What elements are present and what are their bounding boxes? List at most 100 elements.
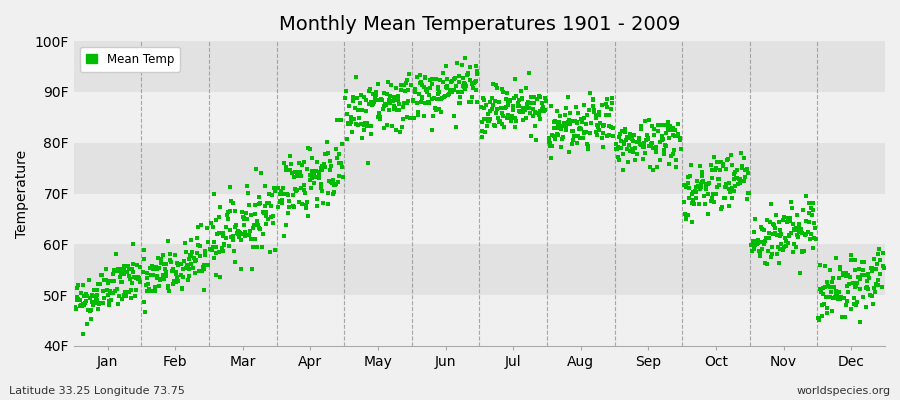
- Point: [629, 139, 643, 145]
- Point: [861, 275, 876, 282]
- Point: [552, 120, 566, 126]
- Point: [391, 93, 405, 100]
- Point: [461, 71, 475, 77]
- Point: [748, 216, 762, 222]
- Point: [659, 130, 673, 136]
- Point: [80, 293, 94, 299]
- Point: [137, 256, 151, 262]
- Point: [417, 112, 431, 119]
- Point: [470, 68, 484, 74]
- Point: [116, 267, 130, 273]
- Point: [446, 76, 461, 82]
- Point: [501, 112, 516, 118]
- Point: [849, 282, 863, 289]
- Point: [104, 290, 118, 297]
- Point: [234, 231, 248, 238]
- Point: [368, 94, 382, 100]
- Point: [491, 119, 506, 126]
- Point: [850, 274, 865, 280]
- Point: [438, 62, 453, 69]
- Point: [764, 244, 778, 250]
- Point: [444, 87, 458, 94]
- Point: [758, 238, 772, 244]
- Point: [666, 125, 680, 131]
- Point: [299, 204, 313, 211]
- Point: [331, 178, 346, 185]
- Point: [561, 94, 575, 100]
- Point: [428, 107, 443, 113]
- Point: [559, 105, 573, 112]
- Point: [602, 122, 616, 129]
- Point: [868, 288, 882, 295]
- Point: [648, 149, 662, 156]
- Point: [728, 182, 742, 189]
- Point: [814, 289, 828, 295]
- Point: [580, 142, 595, 149]
- Point: [375, 97, 390, 103]
- Point: [351, 106, 365, 113]
- Point: [109, 251, 123, 258]
- Point: [140, 282, 154, 288]
- Point: [481, 116, 495, 122]
- Point: [474, 104, 489, 111]
- Point: [736, 178, 751, 184]
- Point: [121, 262, 135, 269]
- Point: [305, 154, 320, 161]
- Point: [110, 286, 124, 292]
- Point: [323, 158, 338, 164]
- Point: [101, 280, 115, 286]
- Point: [755, 239, 770, 245]
- Point: [386, 98, 400, 104]
- Point: [750, 240, 764, 247]
- Point: [760, 217, 774, 223]
- Point: [835, 313, 850, 320]
- Point: [184, 261, 198, 268]
- Point: [70, 296, 85, 303]
- Point: [747, 246, 761, 252]
- Point: [392, 100, 406, 107]
- Point: [643, 164, 657, 170]
- Point: [240, 215, 255, 222]
- Point: [734, 178, 748, 184]
- Point: [820, 310, 834, 316]
- Point: [122, 273, 136, 279]
- Point: [418, 87, 433, 93]
- Point: [630, 151, 644, 157]
- Point: [412, 90, 427, 97]
- Point: [717, 195, 732, 201]
- Point: [542, 139, 556, 146]
- Point: [590, 122, 604, 128]
- Point: [831, 296, 845, 302]
- Point: [645, 167, 660, 174]
- Point: [600, 96, 615, 103]
- Point: [818, 263, 832, 270]
- Point: [228, 208, 242, 214]
- Point: [786, 205, 800, 211]
- Point: [698, 200, 712, 207]
- Point: [522, 105, 536, 112]
- Point: [602, 112, 616, 118]
- Point: [682, 194, 697, 201]
- Point: [176, 266, 191, 273]
- Point: [680, 212, 694, 218]
- Point: [242, 202, 256, 208]
- Point: [430, 84, 445, 90]
- Point: [443, 89, 457, 95]
- Point: [193, 268, 207, 274]
- Point: [474, 119, 489, 126]
- Point: [596, 123, 610, 130]
- Point: [537, 95, 552, 101]
- Point: [70, 296, 85, 302]
- Point: [209, 217, 223, 223]
- Point: [209, 244, 223, 250]
- Point: [436, 93, 451, 100]
- Point: [266, 220, 281, 226]
- Point: [102, 302, 116, 308]
- Point: [106, 271, 121, 278]
- Point: [76, 282, 90, 288]
- Point: [248, 211, 262, 217]
- Point: [176, 274, 190, 280]
- Point: [526, 100, 541, 106]
- Point: [705, 166, 719, 173]
- Point: [402, 115, 417, 121]
